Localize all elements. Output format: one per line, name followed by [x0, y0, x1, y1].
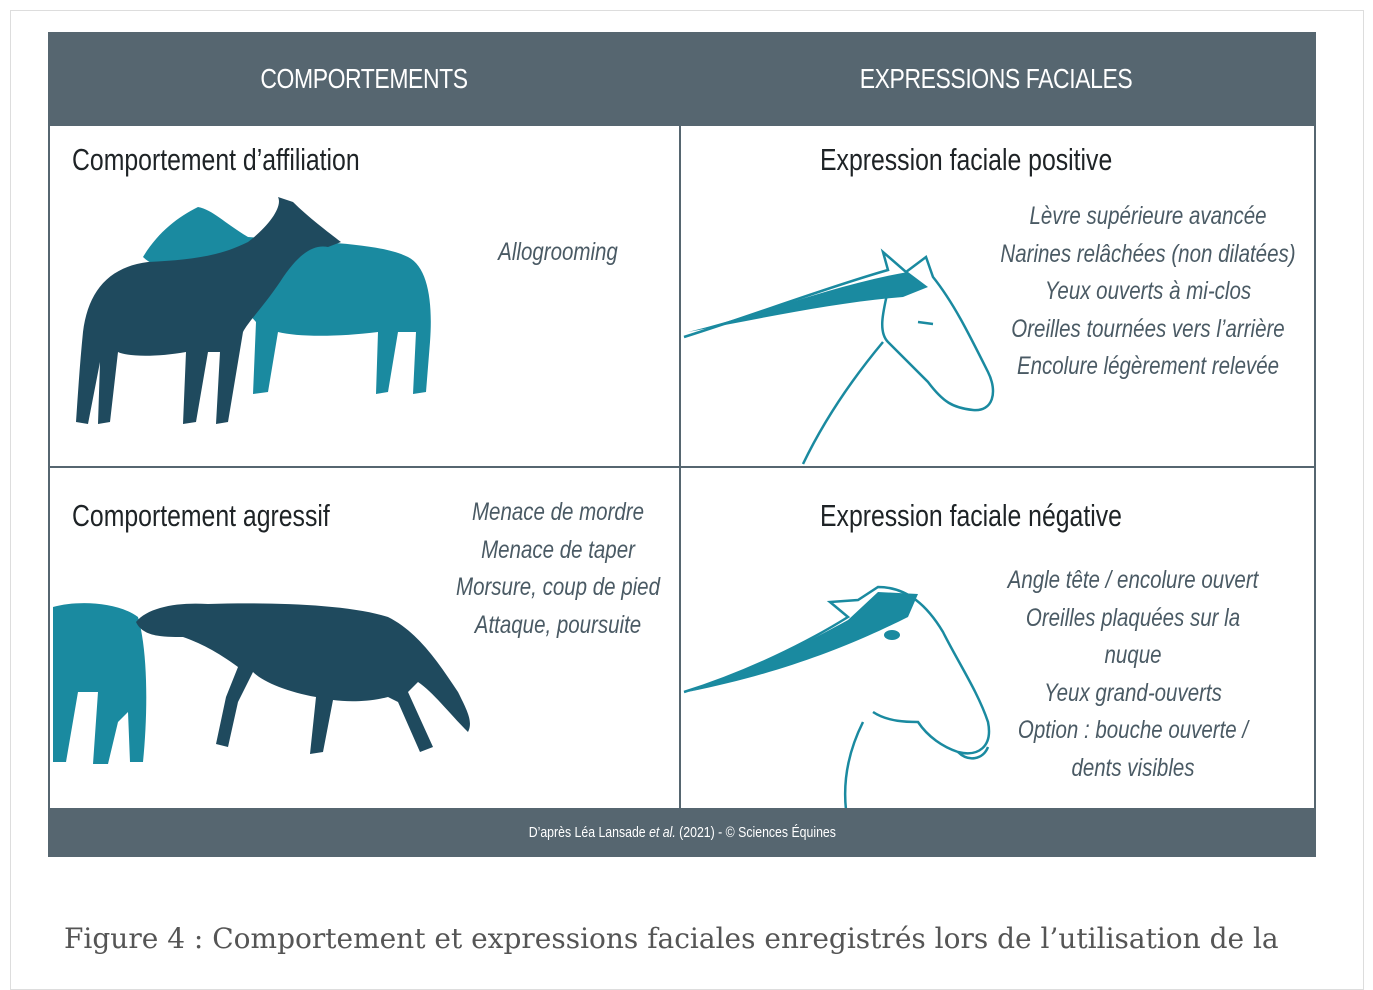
credit-text: et al. [648, 824, 676, 841]
cell-title: Comportement agressif [72, 498, 330, 533]
item: Yeux ouverts à mi-clos [1044, 277, 1252, 305]
cell-title: Expression faciale positive [820, 142, 1113, 177]
item: Attaque, poursuite [474, 610, 642, 639]
item-list: Angle tête / encolure ouvert Oreilles pla… [998, 562, 1269, 787]
item: Menace de mordre [471, 498, 645, 526]
horse-dark [76, 197, 341, 424]
mane [688, 592, 918, 692]
item: Morsure, coup de pied [455, 573, 660, 601]
item: Yeux grand-ouverts [1044, 678, 1222, 707]
credit: D’après Léa Lansade et al. (2021) - © Sc… [528, 824, 835, 841]
header-cell: COMPORTEMENTS [260, 62, 468, 94]
figure: COMPORTEMENTS EXPRESSIONS FACIALES [48, 32, 1316, 857]
item: Oreilles plaquées sur la nuque [1025, 603, 1241, 670]
header-bar: COMPORTEMENTS EXPRESSIONS FACIALES [48, 32, 1316, 125]
horse-dark-2 [136, 603, 470, 754]
eye [884, 630, 900, 640]
cell-title: Expression faciale négative [820, 498, 1122, 533]
header-cell: EXPRESSIONS FACIALES [859, 62, 1133, 94]
item: Allogrooming [498, 238, 618, 266]
horse-teal-2 [53, 603, 147, 764]
credit-bar: D’après Léa Lansade et al. (2021) - © Sc… [48, 808, 1316, 857]
caption: Figure 4 : Comportement et expressions f… [64, 922, 1279, 955]
item-list: Lèvre supérieure avancée Narines relâchée… [1000, 198, 1295, 386]
item: Option : bouche ouverte / dents visibles [1017, 716, 1249, 782]
item-list: Menace de mordre Menace de taper Morsure, … [410, 494, 705, 644]
item: Narines relâchées (non dilatées) [1000, 239, 1296, 268]
item: Angle tête / encolure ouvert [1007, 566, 1259, 594]
item: Menace de taper [481, 535, 635, 564]
face-negative [683, 585, 991, 811]
horse-teal [143, 207, 431, 394]
item-list: Allogrooming [410, 234, 705, 272]
item: Lèvre supérieure avancée [1029, 202, 1267, 230]
credit-text: (2021) - © Sciences Équines [675, 824, 836, 841]
mane [688, 272, 928, 332]
cell-title: Comportement d’affiliation [72, 142, 360, 177]
item: Oreilles tournées vers l’arrière [1011, 314, 1285, 343]
grid-divider [48, 466, 1316, 468]
credit-text: D’après Léa Lansade [528, 824, 649, 841]
illustrations [53, 197, 995, 811]
face-positive [683, 248, 995, 465]
item: Encolure légèrement relevée [1016, 352, 1280, 380]
